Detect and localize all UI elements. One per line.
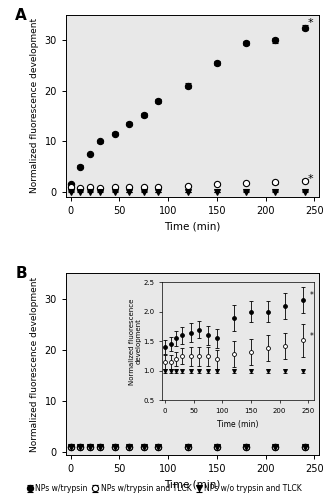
Text: A: A — [15, 8, 27, 22]
X-axis label: Time (min): Time (min) — [164, 222, 221, 232]
X-axis label: Time (min): Time (min) — [164, 480, 221, 490]
Text: *: * — [307, 174, 313, 184]
Y-axis label: Normalized fluorescence development: Normalized fluorescence development — [30, 276, 39, 452]
Text: *: * — [307, 18, 313, 28]
Text: B: B — [15, 266, 27, 281]
Legend: NPs w/trypsin, NPs w/trypsin and TLCK, NPs w/o trypsin and TLCK: NPs w/trypsin, NPs w/trypsin and TLCK, N… — [24, 481, 305, 496]
Y-axis label: Normalized fluorescence development: Normalized fluorescence development — [30, 18, 39, 194]
